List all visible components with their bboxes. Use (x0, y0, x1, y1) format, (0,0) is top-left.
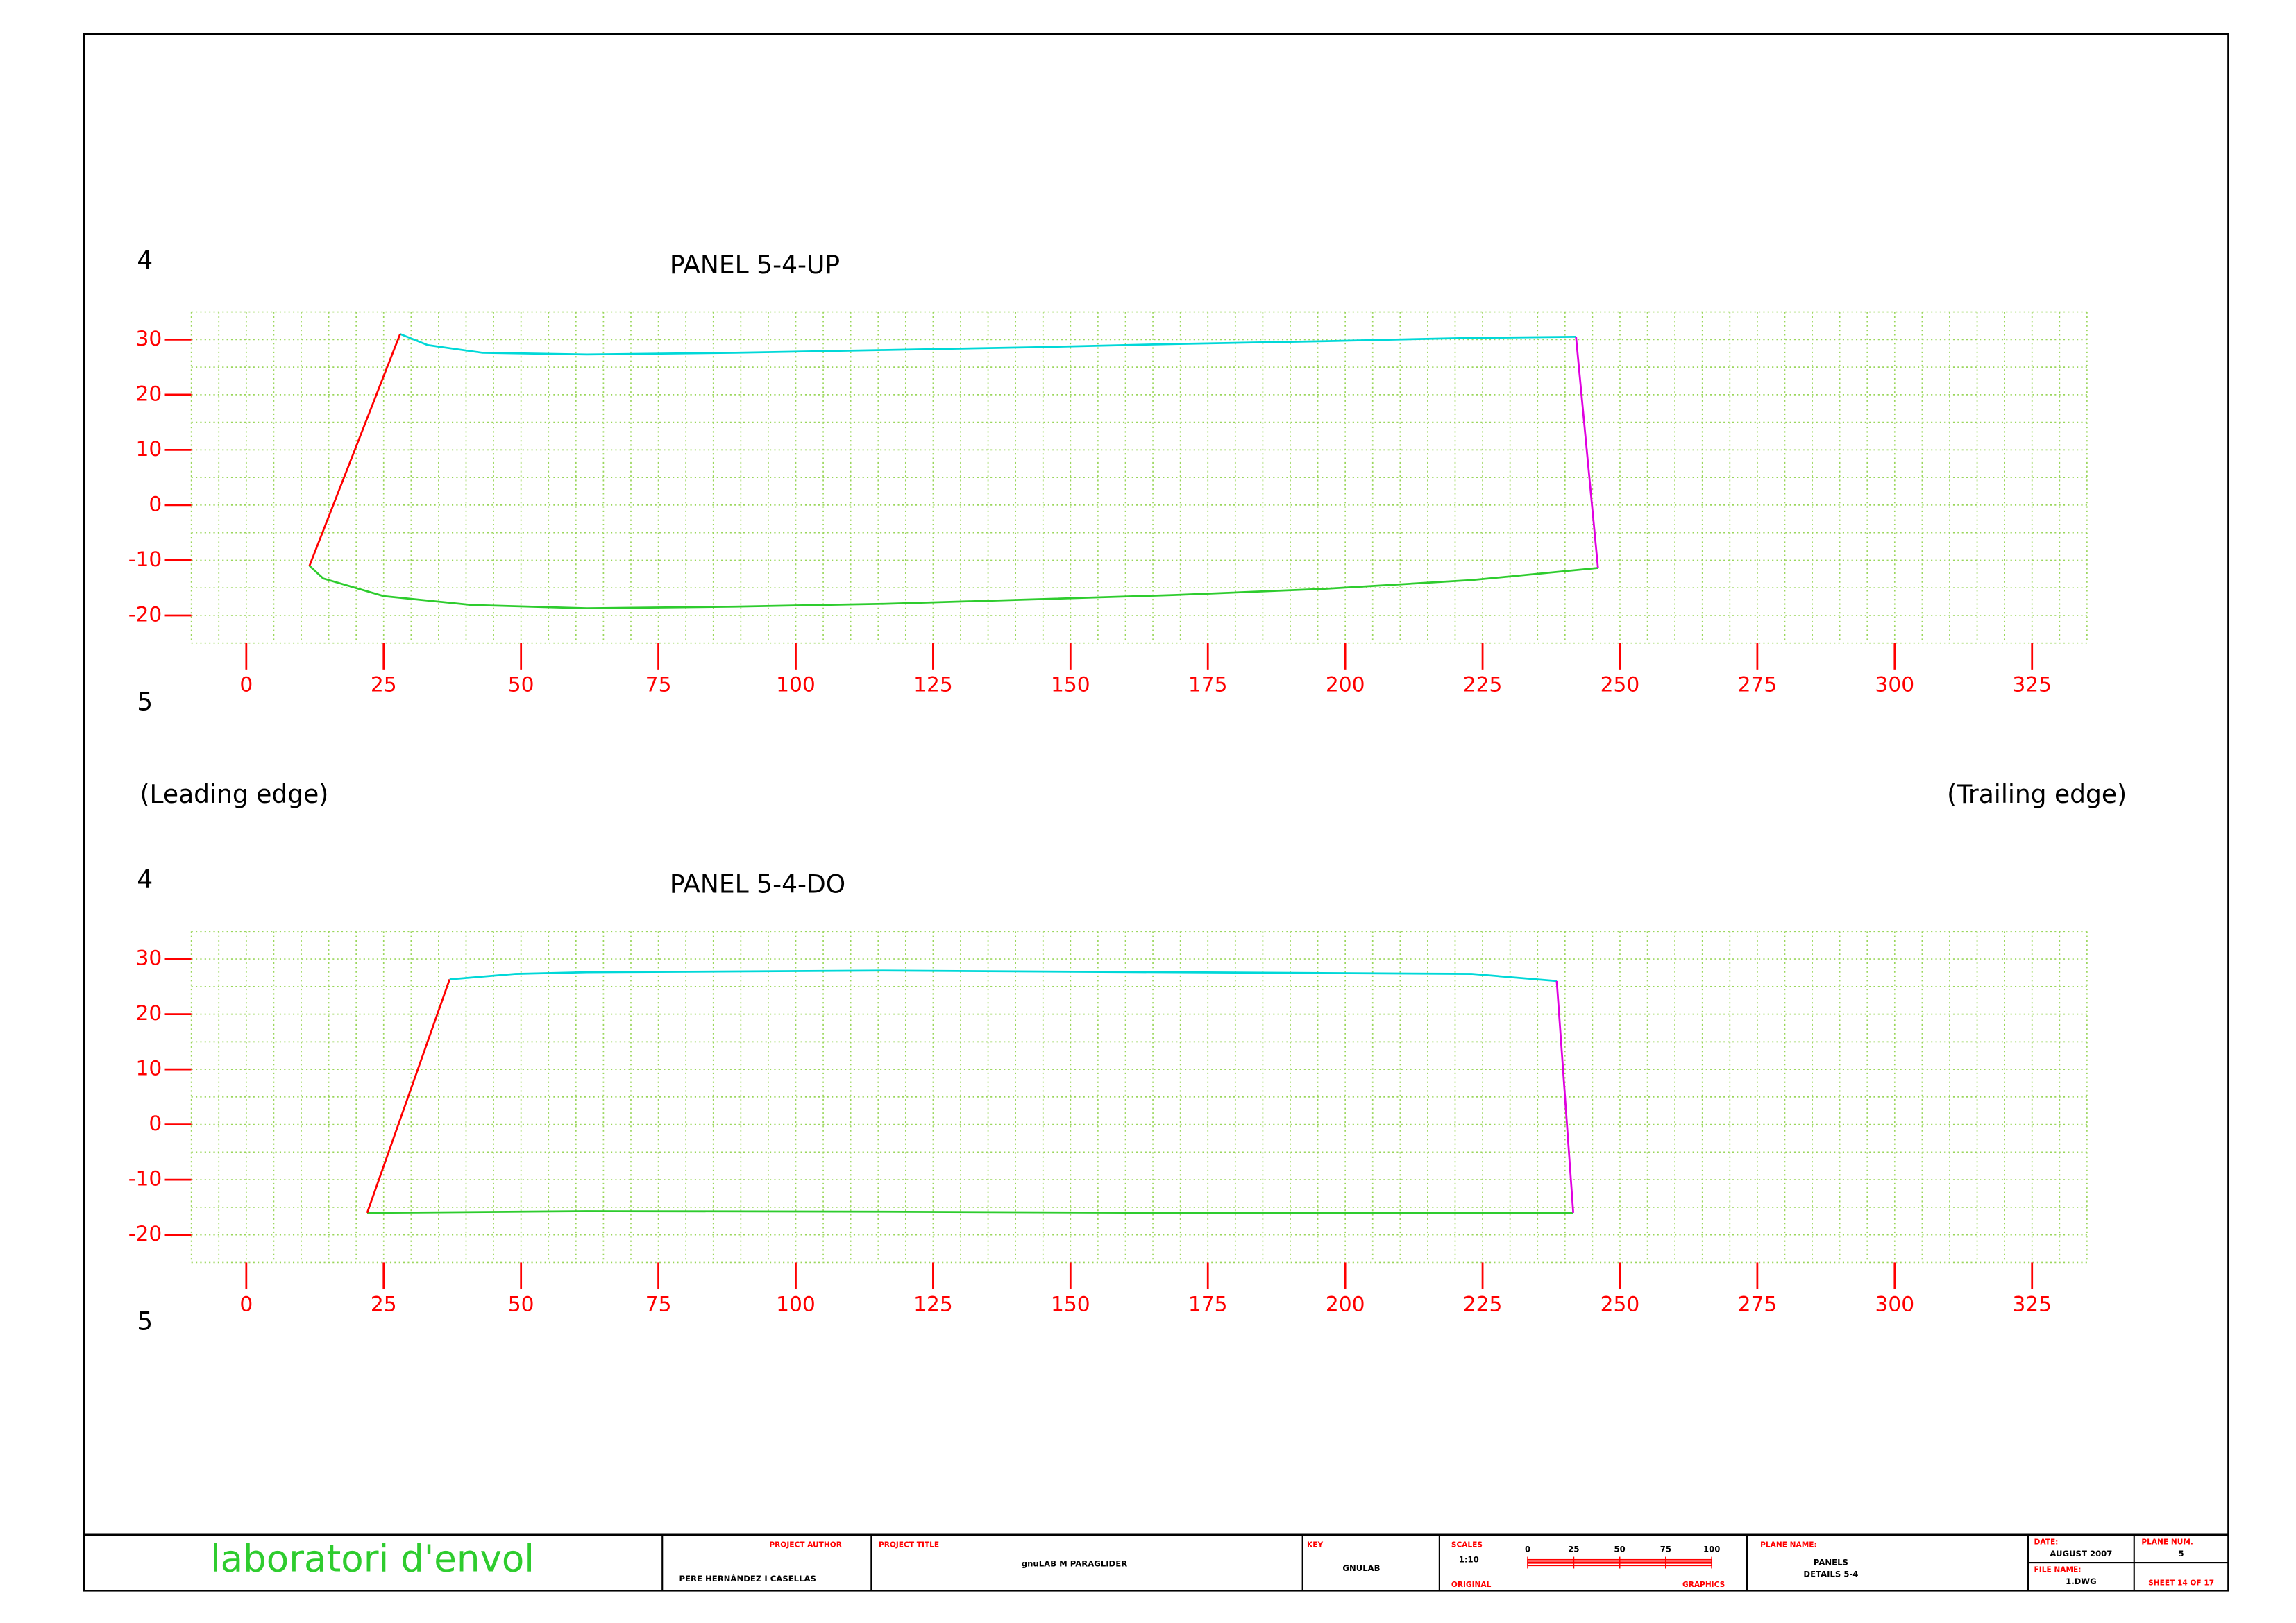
author-label: PROJECT AUTHOR (769, 1541, 842, 1549)
graphics-label: GRAPHICS (1682, 1581, 1725, 1589)
x-tick-label: 175 (1188, 1291, 1228, 1316)
scale-bar: 0 25 50 75 100 (1525, 1544, 1720, 1569)
plane-name: DETAILS 5-4 (1803, 1569, 1858, 1579)
scale: 1:10 (1459, 1554, 1479, 1564)
plane-name: PANELS (1814, 1558, 1848, 1567)
file-label: FILE NAME: (2034, 1566, 2082, 1574)
y-tick-label: 0 (149, 1111, 162, 1135)
y-tick-label: 30 (135, 326, 162, 350)
key-label: KEY (1307, 1541, 1323, 1549)
title-block: laboratori d'envol PROJECT AUTHOR PERE H… (83, 1533, 2229, 1591)
x-tick-label: 150 (1051, 1291, 1090, 1316)
scale-bar-label: 25 (1568, 1544, 1579, 1554)
y-tick-label: 10 (135, 1056, 162, 1080)
file: 1.DWG (2066, 1577, 2097, 1586)
y-tick-label: -10 (128, 1166, 162, 1191)
date: AUGUST 2007 (2050, 1549, 2112, 1558)
y-tick-label: -20 (128, 602, 162, 626)
x-tick-label: 250 (1601, 1291, 1640, 1316)
x-tick-label: 300 (1875, 672, 1914, 697)
key: GNULAB (1342, 1563, 1380, 1573)
x-tick-label: 325 (2012, 1291, 2052, 1316)
x-tick-label: 325 (2012, 672, 2052, 697)
x-tick-label: 100 (776, 1291, 816, 1316)
sheet-label: 4 (137, 246, 153, 275)
plane-name-label: PLANE NAME: (1760, 1541, 1817, 1549)
x-tick-label: 150 (1051, 672, 1090, 697)
chart-title: PANEL 5-4-DO (670, 871, 845, 899)
y-tick-label: -20 (128, 1221, 162, 1246)
y-tick-label: 0 (149, 491, 162, 516)
scales-label: SCALES (1451, 1541, 1483, 1549)
x-tick-label: 225 (1463, 672, 1503, 697)
plane-num-label: PLANE NUM. (2141, 1538, 2193, 1546)
x-tick-label: 275 (1738, 672, 1778, 697)
panel-edge (399, 333, 1576, 356)
chart-title: PANEL 5-4-UP (670, 251, 840, 280)
sheet-frame (83, 33, 2229, 1592)
x-tick-label: 0 (239, 1291, 253, 1316)
y-tick-label: -10 (128, 547, 162, 571)
panel-edge (308, 565, 1598, 609)
project-label: PROJECT TITLE (879, 1541, 939, 1549)
y-tick-label: 20 (135, 381, 162, 405)
y-tick-label: 30 (135, 946, 162, 970)
sheet-label: 4 (137, 866, 153, 894)
x-tick-label: 0 (239, 672, 253, 697)
original-label: ORIGINAL (1451, 1581, 1492, 1589)
x-tick-label: 200 (1326, 672, 1365, 697)
scale-bar-label: 75 (1660, 1544, 1671, 1554)
x-tick-label: 275 (1738, 1291, 1778, 1316)
x-tick-label: 25 (371, 1291, 397, 1316)
project: gnuLAB M PARAGLIDER (1022, 1559, 1127, 1569)
panel-edge (308, 333, 401, 566)
panel-edge (366, 979, 451, 1214)
x-tick-label: 250 (1601, 672, 1640, 697)
panel-edge (1555, 980, 1575, 1213)
date-label: DATE: (2034, 1538, 2059, 1546)
x-tick-label: 300 (1875, 1291, 1914, 1316)
x-tick-label: 75 (645, 1291, 672, 1316)
panel-edge (449, 969, 1558, 983)
y-tick-label: 20 (135, 1001, 162, 1025)
logo: laboratori d'envol (210, 1538, 534, 1581)
y-tick-label: 10 (135, 436, 162, 461)
author: PERE HERNÀNDEZ I CASELLAS (679, 1573, 816, 1583)
sheet-number: SHEET 14 OF 17 (2148, 1579, 2214, 1588)
x-tick-label: 225 (1463, 1291, 1503, 1316)
x-tick-label: 25 (371, 672, 397, 697)
sheet-label: 5 (137, 688, 153, 717)
x-tick-label: 50 (508, 672, 534, 697)
plane-num: 5 (2179, 1549, 2184, 1558)
panel-edge (366, 1210, 1573, 1214)
x-tick-label: 100 (776, 672, 816, 697)
scale-bar-label: 100 (1703, 1544, 1720, 1554)
x-tick-label: 200 (1326, 1291, 1365, 1316)
scale-bar-label: 0 (1525, 1544, 1530, 1554)
trailing-edge-label: (Trailing edge) (1947, 781, 2127, 809)
x-tick-label: 125 (913, 672, 953, 697)
x-tick-label: 175 (1188, 672, 1228, 697)
x-tick-label: 125 (913, 1291, 953, 1316)
scale-bar-label: 50 (1614, 1544, 1626, 1554)
sheet-label: 5 (137, 1307, 153, 1336)
panel-edge (1575, 337, 1599, 568)
x-tick-label: 75 (645, 672, 672, 697)
leading-edge-label: (Leading edge) (140, 781, 328, 809)
x-tick-label: 50 (508, 1291, 534, 1316)
